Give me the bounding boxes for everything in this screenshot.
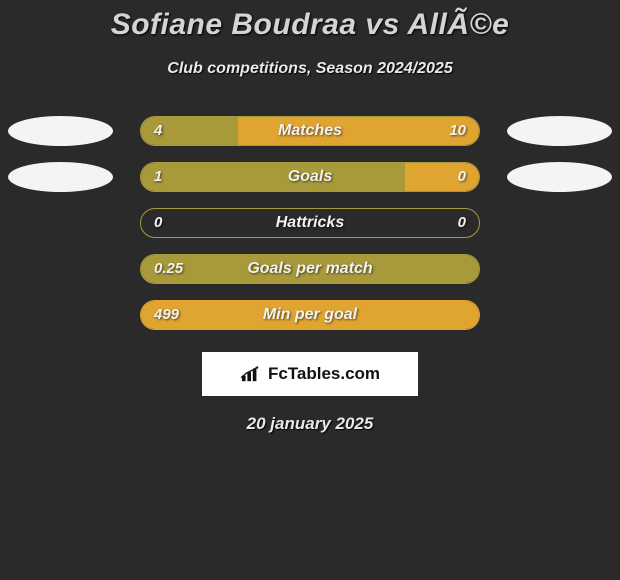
left-value: 1: [154, 162, 162, 192]
bar-track: [140, 300, 480, 330]
stat-bar: Matches410: [140, 116, 480, 146]
bar-segment-left: [141, 301, 479, 329]
stat-row: Goals10: [0, 162, 620, 192]
logo-box[interactable]: FcTables.com: [202, 352, 418, 396]
right-ellipse: [507, 162, 612, 192]
right-value: 10: [449, 116, 466, 146]
bar-segment-left: [141, 163, 405, 191]
comparison-card: Sofiane Boudraa vs AllÃ©e Club competiti…: [0, 0, 620, 434]
bar-segment-right: [238, 117, 479, 145]
left-value: 0.25: [154, 254, 183, 284]
bar-track: [140, 254, 480, 284]
left-value: 499: [154, 300, 179, 330]
stat-bar: Goals per match0.25: [140, 254, 480, 284]
bar-track: [140, 162, 480, 192]
left-ellipse: [8, 162, 113, 192]
bar-chart-icon: [240, 365, 262, 383]
subtitle: Club competitions, Season 2024/2025: [0, 60, 620, 78]
logo-text: FcTables.com: [268, 364, 380, 384]
right-value: 0: [458, 208, 466, 238]
right-value: 0: [458, 162, 466, 192]
logo: FcTables.com: [240, 364, 380, 384]
stat-row: Matches410: [0, 116, 620, 146]
stat-row: Min per goal499: [0, 300, 620, 330]
stat-bar: Hattricks00: [140, 208, 480, 238]
left-value: 4: [154, 116, 162, 146]
bar-segment-left: [141, 255, 479, 283]
date-label: 20 january 2025: [0, 414, 620, 434]
left-ellipse: [8, 116, 113, 146]
stat-rows: Matches410Goals10Hattricks00Goals per ma…: [0, 116, 620, 330]
stat-row: Hattricks00: [0, 208, 620, 238]
stat-row: Goals per match0.25: [0, 254, 620, 284]
bar-track: [140, 208, 480, 238]
left-value: 0: [154, 208, 162, 238]
bar-segment-right: [405, 163, 479, 191]
page-title: Sofiane Boudraa vs AllÃ©e: [0, 8, 620, 42]
right-ellipse: [507, 116, 612, 146]
stat-bar: Min per goal499: [140, 300, 480, 330]
stat-bar: Goals10: [140, 162, 480, 192]
bar-track: [140, 116, 480, 146]
